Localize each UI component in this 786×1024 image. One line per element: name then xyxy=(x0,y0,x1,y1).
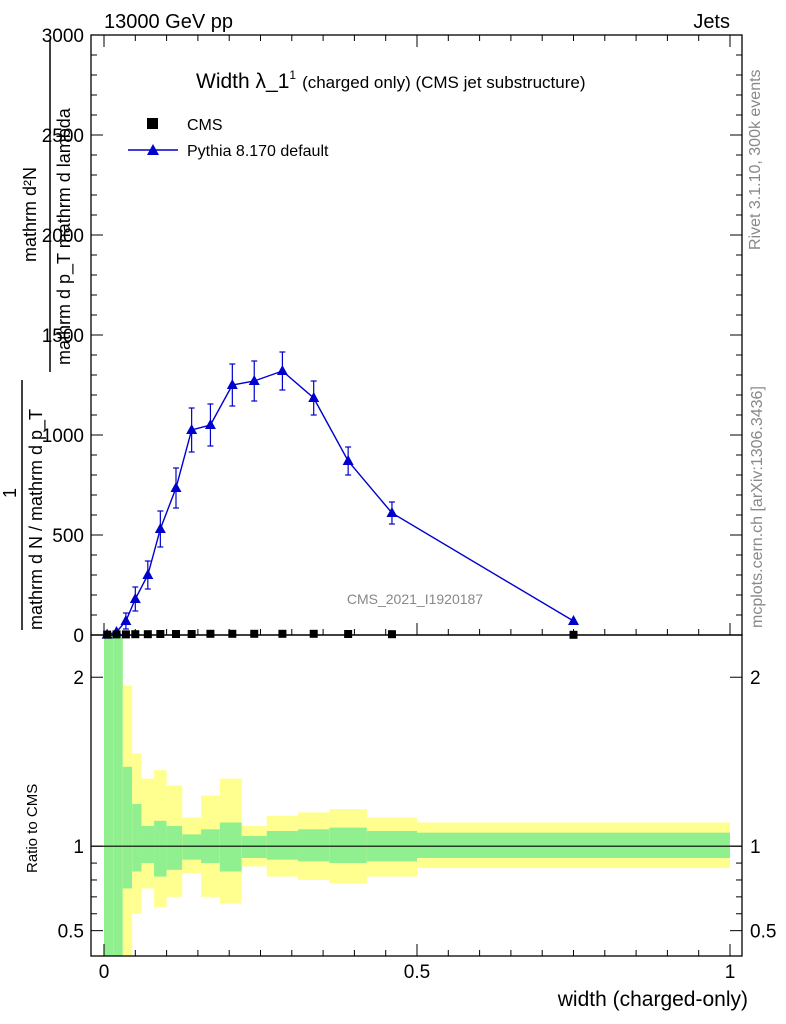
data-point-1 xyxy=(112,630,121,639)
data-point-0 xyxy=(103,630,112,639)
legend-marker-cms xyxy=(147,118,158,129)
ratio-ytick-label-right-2: 2 xyxy=(750,668,761,689)
ratio-ylabel: Ratio to CMS xyxy=(24,784,41,873)
data-point-5 xyxy=(156,630,165,638)
data-point-6 xyxy=(171,630,180,638)
mc-point-13 xyxy=(342,455,354,465)
legend: CMS Pythia 8.170 default xyxy=(128,117,329,160)
mc-point-4 xyxy=(142,569,154,579)
ratio-plot-frame xyxy=(90,634,743,957)
mc-line xyxy=(106,370,574,636)
legend-label-cms: CMS xyxy=(187,117,223,134)
ylabel-frac2-den: mathrm d N / mathrm d p_T xyxy=(26,409,47,630)
main-ytick-label-6: 3000 xyxy=(42,26,84,47)
band-inner-12 xyxy=(298,829,330,862)
data-series xyxy=(103,629,578,639)
rivet-version-label: Rivet 3.1.10, 300k events xyxy=(747,69,764,250)
ylabel-num: mathrm d²N xyxy=(20,167,40,262)
mc-point-2 xyxy=(120,615,132,625)
data-point-8 xyxy=(206,629,215,638)
main-ytick-label-0: 0 xyxy=(73,626,84,647)
data-point-11 xyxy=(278,629,287,638)
ratio-xtick-label-0: 0 xyxy=(99,962,110,983)
main-ytick-label-3: 1500 xyxy=(42,326,84,347)
chart-title: Width λ_11 (charged only) (CMS jet substr… xyxy=(196,68,586,93)
main-ytick-label-5: 2500 xyxy=(42,126,84,147)
data-point-13 xyxy=(344,630,353,638)
chart-title-rest: (charged only) (CMS jet substructure) xyxy=(302,73,585,92)
main-ytick-label-1: 500 xyxy=(52,526,84,547)
main-ylabel: mathrm d N / mathrm d p_T 1 mathrm d p_T… xyxy=(0,40,75,630)
ratio-xtick-label-1: 0.5 xyxy=(404,962,430,983)
band-inner-4 xyxy=(141,825,155,864)
mc-point-15 xyxy=(568,615,579,625)
ratio-ytick-label-left-1: 1 xyxy=(73,837,84,858)
data-point-14 xyxy=(387,630,396,639)
mc-point-5 xyxy=(154,523,166,533)
ratio-ytick-label-left-0: 0.5 xyxy=(58,922,84,943)
mc-point-3 xyxy=(129,593,141,603)
mc-point-8 xyxy=(204,419,216,429)
legend-marker-pythia xyxy=(147,144,159,155)
main-ytick-label-4: 2000 xyxy=(42,226,84,247)
mc-point-10 xyxy=(248,375,260,385)
band-inner-2 xyxy=(122,766,133,889)
data-point-9 xyxy=(228,629,237,638)
data-point-4 xyxy=(143,630,152,639)
data-point-15 xyxy=(569,630,578,639)
main-ytick-label-2: 1000 xyxy=(42,426,84,447)
ratio-bands xyxy=(104,635,730,956)
band-inner-6 xyxy=(166,825,183,870)
data-point-12 xyxy=(309,629,318,638)
header-energy: 13000 GeV pp xyxy=(104,11,233,33)
band-inner-0 xyxy=(104,635,114,956)
ratio-xtick-label-2: 1 xyxy=(725,962,736,983)
analysis-watermark: CMS_2021_I1920187 xyxy=(347,591,483,607)
ratio-ytick-label-right-1: 1 xyxy=(750,837,761,858)
header-category: Jets xyxy=(693,11,730,33)
band-inner-5 xyxy=(154,820,167,877)
mcplots-label: mcplots.cern.ch [arXiv:1306.3436] xyxy=(749,386,766,628)
mc-point-11 xyxy=(276,365,288,375)
band-inner-15 xyxy=(417,832,730,859)
ylabel-den: mathrm d p_T mathrm d lambda xyxy=(54,107,75,365)
axis-tick-labels: 0 500 1000 1500 2000 2500 3000 0 0.5 1 0.5 0.5 1 1 2 2 xyxy=(42,26,777,983)
band-inner-3 xyxy=(132,803,142,872)
mc-point-14 xyxy=(386,507,398,517)
axis-ticks xyxy=(91,34,742,956)
band-inner-13 xyxy=(329,827,367,864)
mc-point-9 xyxy=(226,379,238,389)
chart-title-main: Width λ_1 xyxy=(196,70,289,93)
mc-point-7 xyxy=(186,424,198,434)
data-point-2 xyxy=(121,630,130,639)
mc-point-6 xyxy=(170,482,182,492)
data-point-10 xyxy=(250,629,259,638)
mc-series xyxy=(101,351,579,639)
legend-label-pythia: Pythia 8.170 default xyxy=(187,143,329,160)
band-inner-1 xyxy=(113,635,123,956)
band-inner-10 xyxy=(241,836,267,859)
data-point-3 xyxy=(131,630,140,639)
mc-point-12 xyxy=(308,392,320,402)
band-inner-11 xyxy=(266,830,299,860)
xlabel: width (charged-only) xyxy=(557,988,748,1011)
ylabel-frac2-num: 1 xyxy=(0,488,20,498)
data-point-7 xyxy=(187,630,196,638)
ratio-ytick-label-left-2: 2 xyxy=(73,668,84,689)
ratio-ytick-label-right-0: 0.5 xyxy=(750,922,776,943)
band-inner-7 xyxy=(182,834,202,860)
band-inner-9 xyxy=(219,822,242,872)
chart-title-sup: 1 xyxy=(289,68,296,82)
